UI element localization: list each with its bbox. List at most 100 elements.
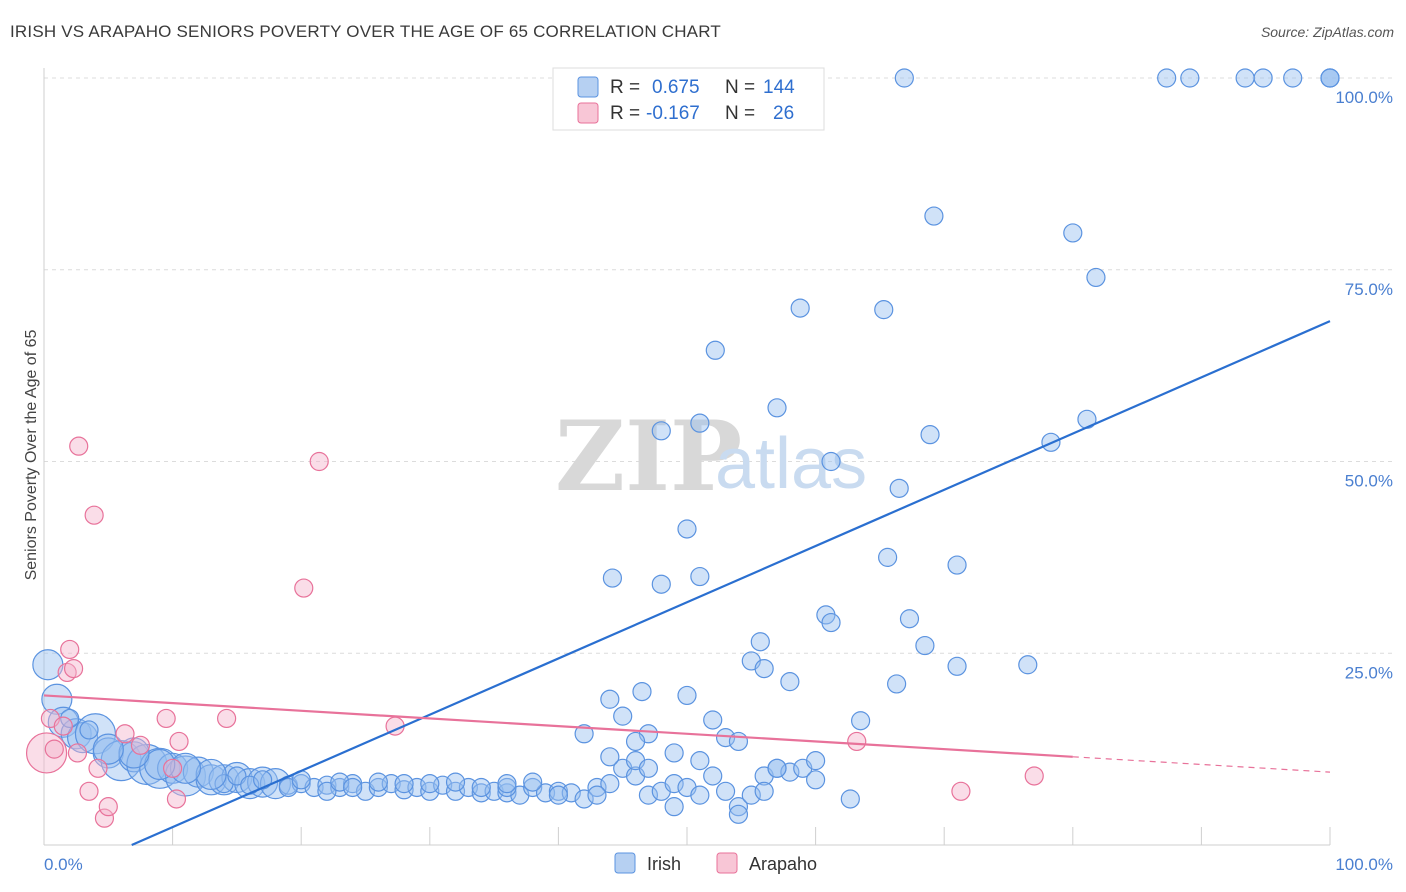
irish-point [600,689,620,709]
irish-point [1063,223,1083,243]
irish-point [767,758,787,778]
irish-point [821,612,841,633]
irish-point [1086,267,1106,288]
irish-point [208,764,240,796]
x-tick-label: 100.0% [1335,855,1393,874]
irish-point [690,566,710,587]
legend-n-value-arapaho: 26 [773,103,794,124]
irish-point [887,674,907,694]
irish-point [651,574,671,594]
irish-point [894,68,914,88]
irish-point [947,555,967,575]
y-tick-label: 50.0% [1345,472,1393,491]
irish-point [750,632,770,652]
irish-point [394,774,414,794]
irish-point [632,681,652,702]
irish-point [1253,68,1273,88]
arapaho-point [98,797,118,817]
irish-point [445,772,466,792]
irish-point [780,762,800,782]
arapaho-point [309,451,329,472]
irish-point [728,804,749,824]
irish-point [874,300,894,320]
irish-point [690,413,710,433]
irish-point [343,777,363,798]
legend-r-label-arapaho: R = [610,103,640,124]
irish-point [1180,68,1200,88]
arapaho-point [44,739,64,759]
arapaho-point [951,781,971,801]
irish-point [889,478,909,498]
legend-arapaho-label: Arapaho [749,854,817,874]
irish-point [920,425,940,445]
irish-point [613,706,633,726]
arapaho-points [25,436,1044,828]
irish-trend-line [131,320,1331,847]
irish-point [548,785,569,805]
irish-point [144,748,176,781]
legend-arapaho-swatch [716,852,738,874]
source-credit: Source: ZipAtlas.com [1260,24,1394,40]
arapaho-point [69,436,89,456]
arapaho-point [294,578,314,598]
legend-n-value-irish: 144 [763,77,795,98]
arapaho-point [1024,766,1044,786]
arapaho-point [115,724,135,744]
y-axis-label: Seniors Poverty Over the Age of 65 [23,330,40,581]
arapaho-trend-extension [1072,756,1331,773]
irish-point [600,774,620,794]
irish-point [60,708,80,729]
irish-point [92,733,124,765]
irish-point [780,672,800,692]
irish-point [741,785,761,805]
irish-point [664,743,684,763]
trend-lines [43,320,1331,847]
arapaho-point [88,758,108,778]
axes [43,68,1331,846]
irish-point [651,421,671,441]
legend-n-label-irish: N = [725,77,755,98]
irish-point [625,731,646,752]
irish-point [878,547,898,567]
irish-point [690,751,710,771]
irish-point [1320,68,1340,88]
irish-point [840,789,860,809]
arapaho-point [60,639,80,660]
arapaho-point [53,716,73,736]
arapaho-point [79,781,99,801]
irish-point [638,785,659,805]
irish-point [602,568,623,588]
y-tick-label: 75.0% [1345,280,1393,299]
irish-point [754,781,774,801]
arapaho-point [163,758,183,778]
irish-point [924,206,944,226]
irish-point [805,770,826,790]
legend-n-label-arapaho: N = [725,103,755,124]
gridlines [44,77,1395,654]
irish-point [728,731,749,752]
irish-point [139,747,181,789]
irish-point [899,609,920,629]
arapaho-point [156,708,176,729]
irish-point [947,656,967,676]
irish-point [767,398,787,418]
arapaho-point [63,658,84,679]
legend-r-label-irish: R = [610,77,640,98]
irish-point [690,785,710,805]
irish-point [600,747,620,767]
stats-legend: R = 0.675 N = 144 R = -0.167 N = 26 [552,67,825,131]
irish-point [587,785,607,805]
legend-r-value-irish: 0.675 [652,77,700,98]
irish-point [705,340,725,360]
irish-point [1235,68,1255,88]
watermark: ZIP atlas [555,400,867,513]
arapaho-point [217,708,237,729]
irish-point [574,789,594,809]
irish-point [915,635,935,656]
irish-point [574,724,594,744]
arapaho-point [130,735,151,755]
irish-point [66,722,99,754]
irish-point [715,781,736,801]
irish-points [32,68,1340,824]
irish-point [664,774,684,794]
